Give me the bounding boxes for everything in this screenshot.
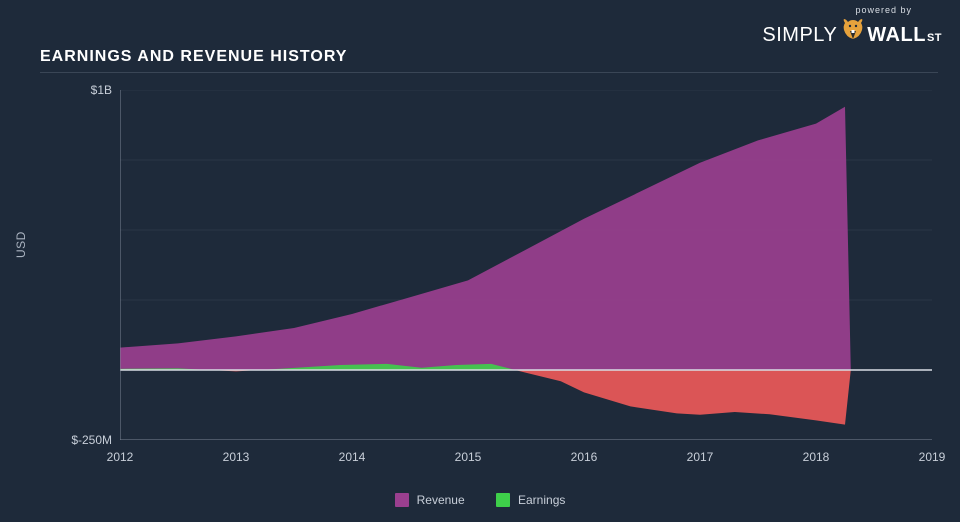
chart-svg bbox=[120, 90, 932, 440]
brand-logo: SIMPLY WALL ST bbox=[762, 17, 942, 45]
legend-item-revenue: Revenue bbox=[395, 493, 465, 507]
x-tick-label: 2013 bbox=[216, 450, 256, 464]
legend-item-earnings: Earnings bbox=[496, 493, 565, 507]
powered-by-label: powered by bbox=[762, 6, 942, 15]
chart-title: EARNINGS AND REVENUE HISTORY bbox=[40, 48, 347, 66]
legend-swatch-revenue bbox=[395, 493, 409, 507]
legend-label-earnings: Earnings bbox=[518, 493, 565, 507]
x-tick-label: 2018 bbox=[796, 450, 836, 464]
x-tick-label: 2015 bbox=[448, 450, 488, 464]
x-tick-label: 2016 bbox=[564, 450, 604, 464]
y-tick-label: $1B bbox=[52, 83, 112, 97]
chart-plot-area bbox=[120, 90, 932, 440]
bull-icon bbox=[841, 17, 865, 41]
title-underline bbox=[40, 72, 938, 73]
legend: Revenue Earnings bbox=[0, 493, 960, 510]
x-tick-label: 2012 bbox=[100, 450, 140, 464]
x-tick-label: 2019 bbox=[912, 450, 952, 464]
legend-label-revenue: Revenue bbox=[417, 493, 465, 507]
y-tick-label: $-250M bbox=[52, 433, 112, 447]
x-tick-label: 2014 bbox=[332, 450, 372, 464]
legend-swatch-earnings bbox=[496, 493, 510, 507]
y-axis-title: USD bbox=[14, 231, 28, 258]
branding: powered by SIMPLY WALL ST bbox=[762, 6, 942, 45]
x-tick-label: 2017 bbox=[680, 450, 720, 464]
